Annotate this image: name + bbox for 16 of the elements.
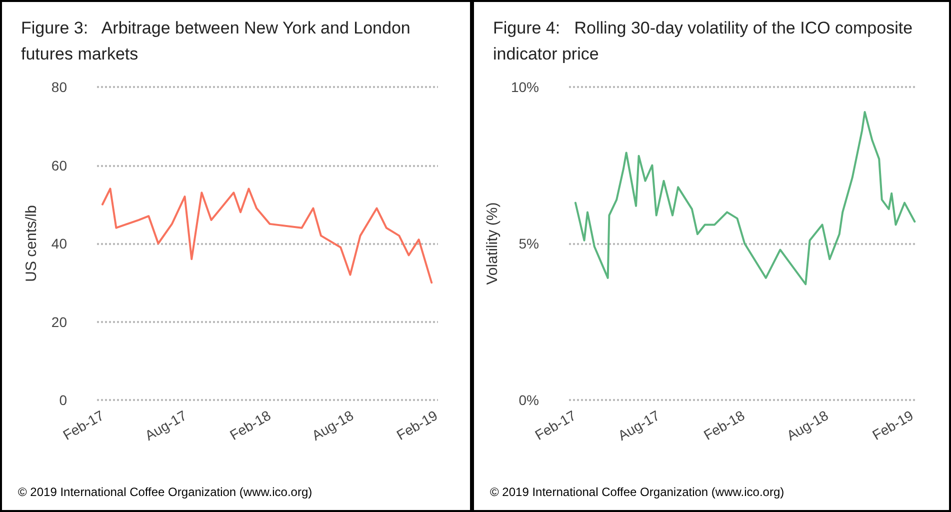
y-axis-title: US cents/lb: [23, 205, 40, 282]
y-tick-label: 40: [51, 236, 68, 252]
y-tick-label: 80: [51, 79, 68, 95]
text: © 2019 International Coffee Organization (www.ico.org): [18, 485, 312, 499]
y-tick-label: 10%: [510, 79, 539, 95]
line-series: [574, 111, 916, 286]
chart-title: Figure 3: Arbitrage between New York and London futures markets: [21, 18, 416, 64]
text: © 2019 International Coffee Organization (www.ico.org): [490, 485, 784, 499]
chart-title: Figure 4: Rolling 30-day volatility of the ICO composite indicator price: [493, 18, 918, 64]
y-tick-label: 0: [59, 392, 68, 408]
y-tick-label: 20: [51, 314, 68, 330]
y-tick-label: 60: [51, 157, 68, 174]
y-tick-label: 0%: [518, 392, 539, 408]
line-series: [101, 188, 433, 284]
y-axis-title: Volatility (%): [484, 202, 502, 285]
y-tick-label: 5%: [518, 236, 539, 252]
